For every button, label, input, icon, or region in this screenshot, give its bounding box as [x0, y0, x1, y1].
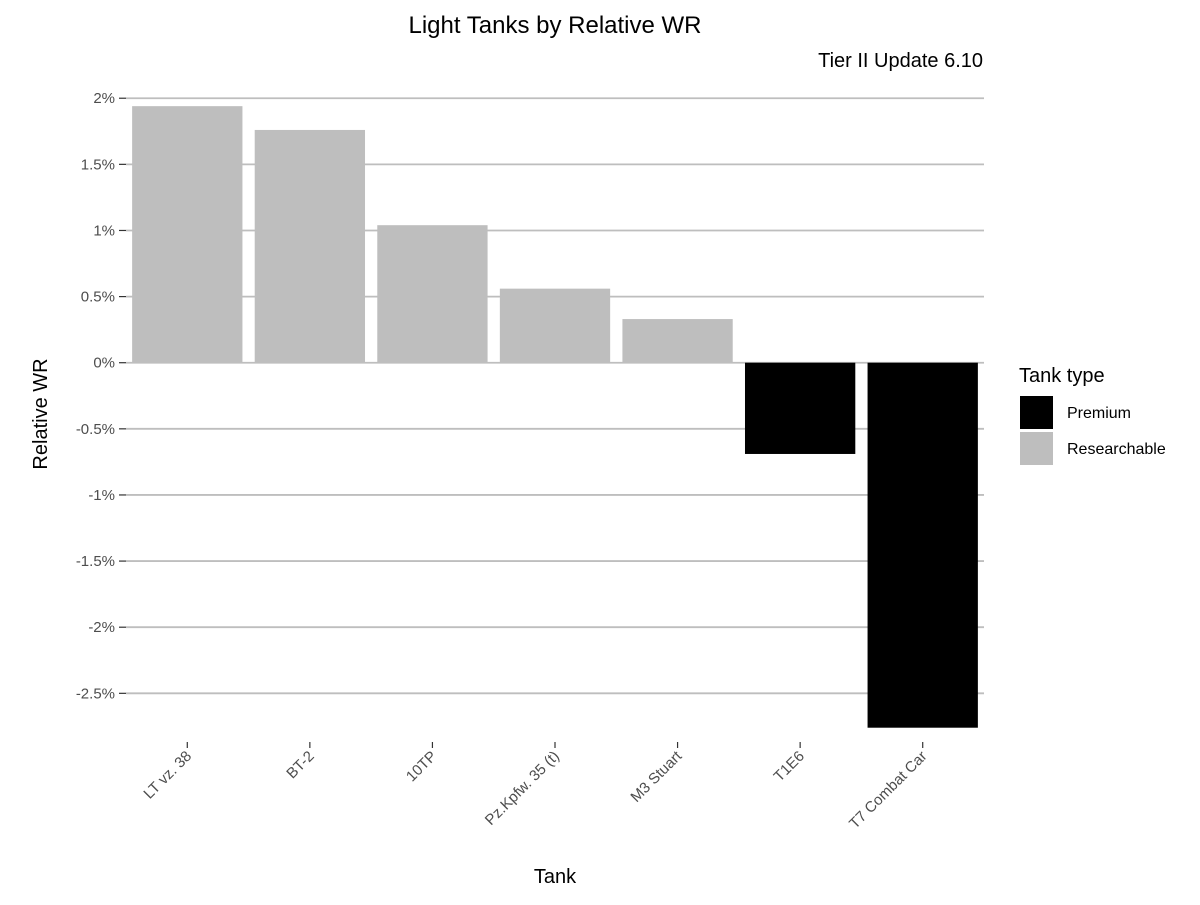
y-axis-label: Relative WR: [30, 358, 52, 469]
x-tick-label: M3 Stuart: [627, 747, 686, 806]
x-tick-label: Pz.Kpfw. 35 (t): [482, 748, 563, 829]
bars: [132, 106, 978, 728]
x-axis-label: Tank: [534, 866, 577, 888]
legend-title: Tank type: [1019, 365, 1105, 387]
bar: [254, 129, 366, 363]
x-tick-label: 10TP: [403, 748, 440, 785]
y-tick-label: -1%: [88, 487, 115, 504]
x-tick-labels: LT vz. 38 BT-2 10TP Pz.Kpfw. 35 (t) M3 Stuar…: [140, 742, 931, 833]
bar: [377, 225, 488, 363]
legend-label: Researchable: [1067, 441, 1166, 458]
x-tick-label: T1E6: [771, 748, 808, 785]
bar: [622, 319, 733, 363]
y-tick-label: -2.5%: [76, 685, 115, 702]
y-tick-label: 0%: [93, 355, 115, 372]
x-tick-label: LT vz. 38: [140, 748, 195, 803]
bar: [867, 362, 978, 728]
x-tick-label: BT-2: [283, 748, 317, 782]
y-tick-labels: 2% 1.5% 1% 0.5% 0% -0.5% -1% -1.5% -2% -2.5%: [76, 90, 115, 702]
y-tick-label: -1.5%: [76, 553, 115, 570]
legend-swatch: [1020, 432, 1053, 465]
x-tick-label: T7 Combat Car: [846, 748, 931, 833]
y-tick-label: -2%: [88, 619, 115, 636]
y-tick-label: 0.5%: [81, 289, 115, 306]
y-tick-label: -0.5%: [76, 421, 115, 438]
y-tick-label: 2%: [93, 90, 115, 107]
y-tick-label: 1.5%: [81, 156, 115, 173]
chart-title: Light Tanks by Relative WR: [408, 12, 701, 39]
legend: Tank type Premium Researchable: [1019, 365, 1166, 465]
bar: [499, 288, 611, 363]
chart-subtitle: Tier II Update 6.10: [818, 50, 983, 72]
bar: [132, 106, 243, 363]
y-tick-label: 1%: [93, 222, 115, 239]
legend-swatch: [1020, 396, 1053, 429]
bar: [744, 362, 856, 454]
legend-label: Premium: [1067, 405, 1131, 422]
